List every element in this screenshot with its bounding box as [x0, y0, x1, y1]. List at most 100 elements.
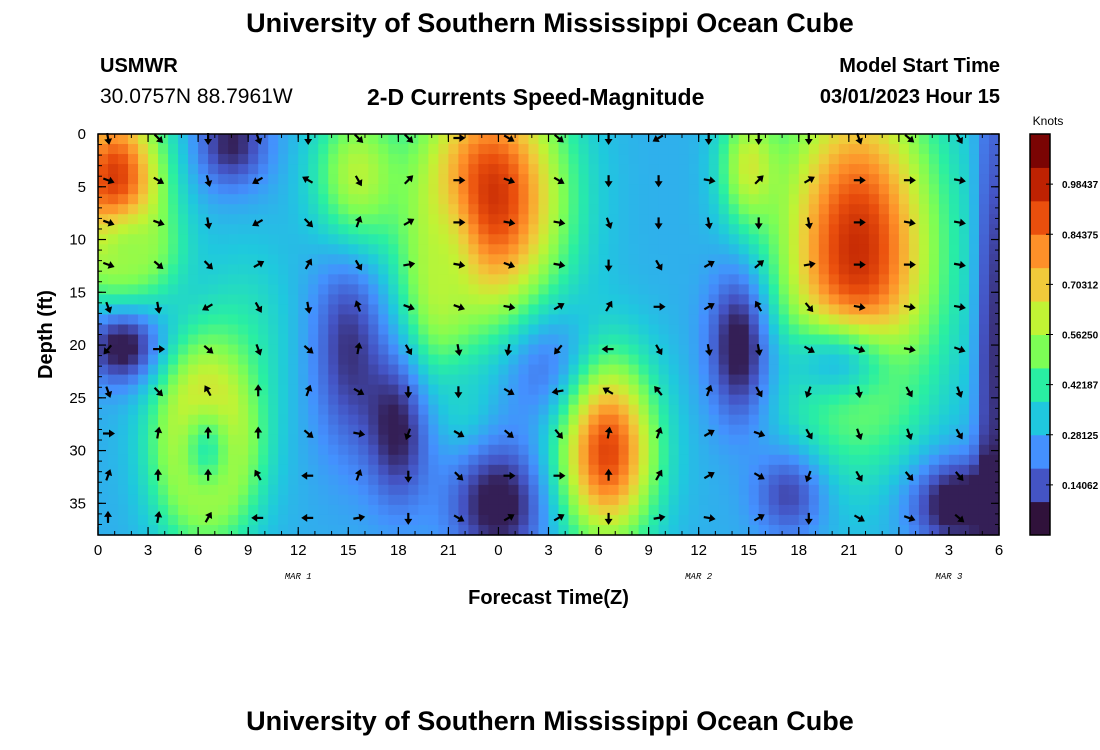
heat-cell [648, 324, 660, 336]
heat-cell [768, 454, 780, 466]
heat-cell [318, 294, 329, 306]
heat-cell [268, 354, 279, 366]
heat-cell [918, 334, 930, 346]
heat-cell [688, 424, 700, 436]
heat-cell [548, 474, 560, 486]
heat-cell [848, 354, 860, 366]
heat-cell [428, 474, 439, 486]
heat-cell [408, 384, 419, 396]
heat-cell [928, 414, 940, 426]
heat-cell [988, 164, 1000, 175]
heat-cell [858, 214, 870, 225]
heat-cell [768, 414, 780, 426]
heat-cell [938, 194, 950, 205]
heat-cell [138, 284, 149, 296]
heat-cell [668, 324, 680, 336]
heat-cell [518, 254, 530, 265]
heat-cell [258, 274, 269, 285]
heat-cell [828, 184, 840, 195]
heat-cell [318, 314, 329, 326]
heat-cell [558, 154, 570, 165]
heat-cell [698, 184, 710, 195]
heat-cell [418, 484, 429, 496]
heat-cell [548, 334, 560, 346]
heat-cell [278, 504, 289, 516]
heat-cell [558, 394, 570, 406]
current-vector [104, 469, 113, 481]
heat-cell [658, 484, 670, 496]
heat-cell [238, 304, 249, 316]
current-vector [404, 470, 413, 483]
heat-cell [158, 224, 169, 235]
heat-cell [318, 284, 329, 296]
heat-cell [988, 264, 1000, 275]
heat-cell [348, 264, 359, 275]
heat-cell [198, 364, 209, 376]
heat-cell [288, 414, 299, 426]
heat-cell [738, 294, 750, 306]
heat-cell [158, 464, 169, 476]
heat-cell [758, 214, 770, 225]
heat-cell [118, 174, 129, 185]
heat-cell [458, 184, 470, 195]
heat-cell [538, 134, 550, 145]
heat-cell [518, 494, 530, 506]
heat-cell [168, 264, 179, 275]
heat-cell [108, 154, 119, 165]
heat-cell [978, 264, 990, 275]
heat-cell [548, 444, 560, 456]
heat-cell [518, 414, 530, 426]
heat-cell [978, 364, 990, 376]
heat-cell [828, 164, 840, 175]
heat-cell [878, 184, 890, 195]
heat-cell [928, 374, 940, 386]
heat-cell [198, 454, 209, 466]
heat-cell [928, 154, 940, 165]
heat-cell [478, 484, 490, 496]
heat-cell [548, 384, 560, 396]
heat-cell [728, 524, 740, 536]
heat-cell [178, 184, 189, 195]
heat-cell [938, 154, 950, 165]
heat-cell [328, 384, 339, 396]
heat-cell [588, 484, 600, 496]
heat-cell [498, 474, 510, 486]
heat-cell [378, 484, 389, 496]
current-vector [754, 217, 763, 230]
current-vector [353, 513, 366, 522]
heat-cell [838, 184, 850, 195]
heat-cell [108, 294, 119, 306]
heat-cell [968, 384, 980, 396]
heat-cell [588, 374, 600, 386]
heat-cell [818, 504, 830, 516]
heat-cell [388, 334, 399, 346]
heat-cell [748, 264, 760, 275]
heat-cell [368, 354, 379, 366]
heat-cell [858, 384, 870, 396]
heat-cell [948, 434, 960, 446]
heat-cell [358, 344, 369, 356]
heat-cell [718, 134, 730, 145]
heat-cell [448, 394, 459, 406]
heat-cell [688, 184, 700, 195]
heat-cell [178, 484, 189, 496]
current-vector [503, 513, 515, 522]
heat-cell [618, 474, 630, 486]
heat-cell [188, 394, 199, 406]
heat-cell [868, 374, 880, 386]
heat-cell [398, 214, 409, 225]
heat-cell [118, 254, 129, 265]
heat-cell [708, 264, 720, 275]
heat-cell [338, 394, 349, 406]
heat-cell [348, 164, 359, 175]
heat-cell [888, 164, 900, 175]
heat-cell [478, 394, 490, 406]
heat-cell [488, 514, 500, 526]
heat-cell [338, 164, 349, 175]
heat-cell [468, 194, 480, 205]
heat-cell [658, 384, 670, 396]
heat-cell [598, 254, 610, 265]
heat-cell [178, 134, 189, 145]
heat-cell [568, 204, 580, 215]
heat-cell [958, 284, 970, 296]
